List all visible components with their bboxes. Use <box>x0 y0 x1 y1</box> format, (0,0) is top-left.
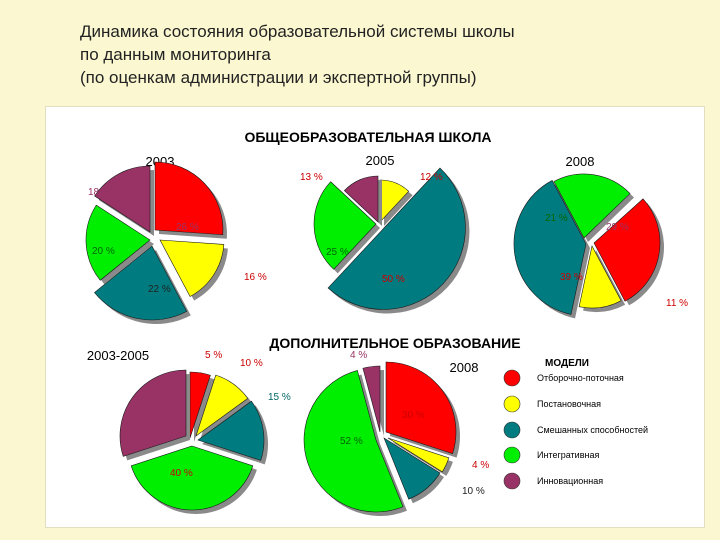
pie-title-2003-2005: 2003-2005 <box>87 348 149 363</box>
title-line-2: по данным мониторинга <box>80 45 271 64</box>
slice-2005-integrativnaya-face <box>313 181 377 270</box>
legend-swatch-innovacionnaya <box>503 472 521 490</box>
legend-label-integrativnaya: Интегративная <box>537 450 599 460</box>
slice-2008-smeshannyh-face <box>513 180 587 315</box>
slice-2005-innovacionnaya <box>343 175 382 226</box>
slice-2003-integrativnaya-face <box>85 204 151 281</box>
legend-label-otborochno: Отборочно-поточная <box>537 373 624 383</box>
label-2005-postanovochnaya: 12 % <box>420 172 443 183</box>
label-2008-smeshannyh: 39 % <box>560 272 583 283</box>
legend-label-innovacionnaya: Инновационная <box>537 476 603 486</box>
slice-2008-integrativnaya <box>553 173 635 242</box>
slice-2003-postanovochnaya <box>159 239 228 301</box>
slice-2003-postanovochnaya-face <box>159 239 225 297</box>
slice-2008-smeshannyh <box>513 180 590 319</box>
label-dop0305-smeshannyh: 15 % <box>268 392 291 403</box>
slice-dop0305-postanovochnaya <box>195 374 252 440</box>
slice-dop2008-smeshannyh <box>383 437 444 504</box>
legend-swatch-postanovochnaya <box>503 395 521 413</box>
slice-2003-integrativnaya <box>85 204 154 285</box>
slice-2008-otborochno <box>593 198 664 306</box>
legend-label-postanovochnaya: Постановочная <box>537 399 601 409</box>
slice-dop0305-otborochno-face <box>189 371 211 439</box>
slice-2003-smeshannyh-face <box>94 245 188 321</box>
label-dop0305-integrativnaya: 40 % <box>170 468 193 479</box>
slice-2003-innovacionnaya-face <box>94 165 151 233</box>
slice-2005-postanovochnaya-face <box>379 179 410 223</box>
slice-dop2008-postanovochnaya-face <box>387 437 450 473</box>
slice-dop0305-innovacionnaya <box>119 369 190 461</box>
slice-dop2008-postanovochnaya <box>387 437 453 476</box>
page-title: Динамика состояния образовательной систе… <box>80 20 515 89</box>
label-dop0305-otborochno: 5 % <box>205 350 222 361</box>
pie-title-2005: 2005 <box>366 153 395 168</box>
slice-dop2008-integrativnaya <box>303 370 407 516</box>
label-dop2008-otborochno: 30 % <box>402 410 425 421</box>
slice-dop2008-innovacionnaya <box>362 365 384 436</box>
slice-dop0305-innovacionnaya-face <box>119 369 187 457</box>
section-title-additional: ДОПОЛНИТЕЛЬНОЕ ОБРАЗОВАНИЕ <box>269 335 520 351</box>
slice-2003-otborochno <box>154 161 227 239</box>
label-2003-otborochno: 26 % <box>176 222 199 233</box>
slice-2008-postanovochnaya-face <box>578 245 622 309</box>
slice-dop2008-otborochno <box>385 361 460 458</box>
label-2005-innovacionnaya: 13 % <box>300 172 323 183</box>
label-dop2008-smeshannyh: 10 % <box>462 486 485 497</box>
pie-title-dop-2008: 2008 <box>450 360 479 375</box>
label-2003-smeshannyh: 22 % <box>148 284 171 295</box>
slice-dop2008-otborochno-face <box>385 361 457 455</box>
slice-2003-smeshannyh <box>94 245 191 325</box>
slice-dop0305-postanovochnaya-face <box>195 374 249 437</box>
pie-title-2008: 2008 <box>566 154 595 169</box>
slice-dop0305-integrativnaya-face <box>130 445 254 511</box>
slice-2005-innovacionnaya-face <box>343 175 379 223</box>
slice-2008-integrativnaya-face <box>553 173 631 239</box>
label-dop2008-integrativnaya: 52 % <box>340 436 363 447</box>
label-dop0305-postanovochnaya: 10 % <box>240 358 263 369</box>
legend-swatch-smeshannyh <box>503 421 521 439</box>
title-line-3: (по оценкам администрации и экспертной г… <box>80 68 477 87</box>
slice-2008-postanovochnaya <box>578 245 626 313</box>
label-2005-smeshannyh: 50 % <box>382 274 405 285</box>
slice-dop0305-smeshannyh <box>197 400 269 465</box>
label-dop2008-innovacionnaya: 4 % <box>350 350 367 361</box>
legend-title: МОДЕЛИ <box>545 358 589 369</box>
slice-dop0305-smeshannyh-face <box>197 400 265 461</box>
legend-label-smeshannyh: Смешанных способностей <box>537 425 648 435</box>
label-dop0305-innovacionnaya: 30 % <box>134 409 157 420</box>
slice-2003-otborochno-face <box>154 161 224 236</box>
slice-2005-postanovochnaya <box>379 179 413 226</box>
slice-dop2008-innovacionnaya-face <box>362 365 381 433</box>
legend-swatch-otborochno <box>503 369 521 387</box>
slice-dop2008-smeshannyh-face <box>383 437 441 500</box>
label-2008-integrativnaya: 21 % <box>545 213 568 224</box>
label-2005-integrativnaya: 25 % <box>326 247 349 258</box>
slice-2005-integrativnaya <box>313 181 380 274</box>
label-2008-otborochno: 29 % <box>606 222 629 233</box>
slice-2005-smeshannyh <box>327 167 470 314</box>
slice-2003-innovacionnaya <box>94 165 154 236</box>
slice-2005-smeshannyh-face <box>327 167 466 310</box>
slice-dop2008-integrativnaya-face <box>303 370 404 513</box>
slice-dop0305-integrativnaya <box>130 445 257 515</box>
label-2003-postanovochnaya: 16 % <box>244 272 267 283</box>
label-2003-integrativnaya: 20 % <box>92 246 115 257</box>
label-2008-postanovochnaya: 11 % <box>666 298 688 309</box>
label-2003-innovacionnaya: 18 % <box>88 187 111 198</box>
title-line-1: Динамика состояния образовательной систе… <box>80 22 515 41</box>
legend-swatch-integrativnaya <box>503 446 521 464</box>
section-title-general: ОБЩЕОБРАЗОВАТЕЛЬНАЯ ШКОЛА <box>244 129 491 145</box>
slice-2008-otborochno-face <box>593 198 661 302</box>
label-dop2008-postanovochnaya: 4 % <box>472 460 489 471</box>
